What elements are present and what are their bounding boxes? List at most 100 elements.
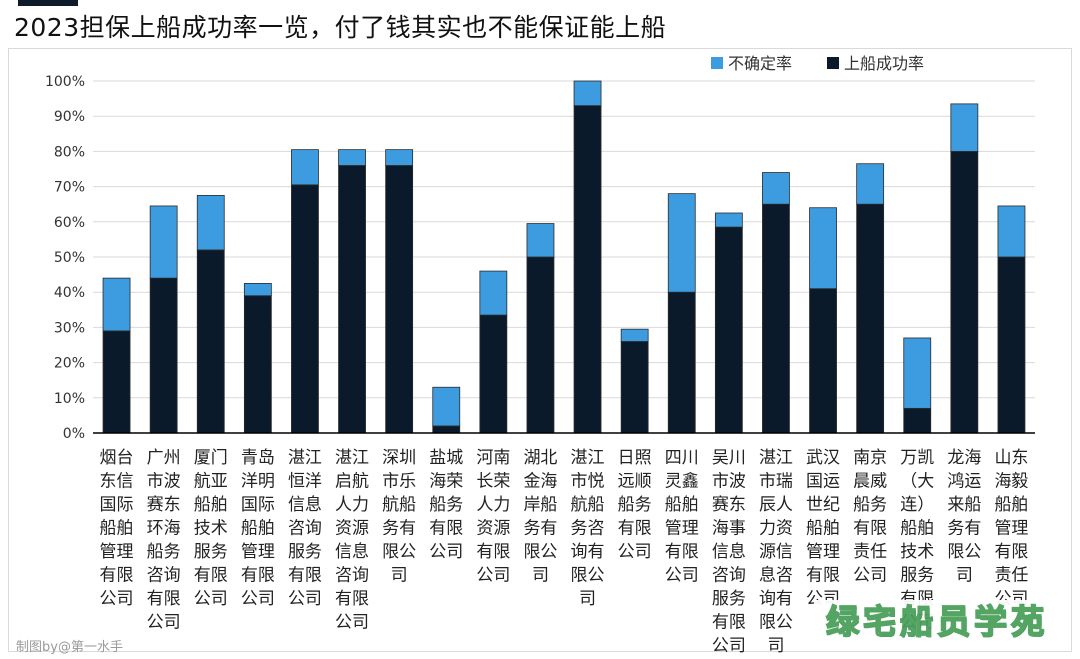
x-tick-label: 人力 bbox=[335, 495, 369, 515]
x-tick-label: 公司 bbox=[147, 613, 181, 633]
x-tick-label: 司 bbox=[391, 566, 408, 586]
x-tick-label: 限公 bbox=[382, 542, 416, 562]
bar-success bbox=[997, 256, 1026, 434]
legend-swatch bbox=[711, 57, 723, 69]
bar-uncertain bbox=[573, 80, 602, 107]
bar-uncertain bbox=[291, 149, 319, 186]
y-tick-label: 70% bbox=[54, 180, 85, 196]
x-tick-label: 国际 bbox=[100, 495, 134, 515]
x-tick-label: 管理 bbox=[806, 542, 840, 562]
x-tick-label: 市乐 bbox=[382, 472, 416, 492]
bar-uncertain bbox=[385, 149, 414, 166]
x-tick-label: 咨询 bbox=[147, 566, 181, 586]
x-tick-label: 询有 bbox=[571, 542, 605, 562]
x-tick-label: 船舶 bbox=[241, 519, 275, 539]
bar-success bbox=[667, 291, 696, 434]
bar-uncertain bbox=[809, 207, 837, 290]
bar-uncertain bbox=[620, 328, 649, 342]
x-tick-label: 远顺 bbox=[618, 472, 652, 492]
x-tick-label: 青岛 bbox=[241, 448, 275, 468]
x-tick-label: 东信 bbox=[100, 472, 134, 492]
x-tick-label: 市悦 bbox=[571, 472, 605, 492]
x-tick-label: 盐城 bbox=[429, 448, 463, 468]
x-tick-label: （大 bbox=[900, 472, 934, 492]
x-tick-label: 务有 bbox=[523, 519, 557, 539]
x-tick-label: 深圳 bbox=[382, 448, 416, 468]
x-tick-label: 船务 bbox=[853, 495, 887, 515]
x-tick-label: 环海 bbox=[147, 519, 181, 539]
watermark: 绿宅船员学苑 bbox=[814, 600, 1060, 644]
bar-uncertain bbox=[950, 103, 979, 152]
bar-uncertain bbox=[479, 270, 508, 316]
x-tick-label: 海荣 bbox=[429, 472, 463, 492]
x-tick-label: 洋明 bbox=[241, 472, 275, 492]
x-tick-label: 公司 bbox=[853, 566, 887, 586]
accent-bar bbox=[18, 0, 78, 6]
x-tick-label: 公司 bbox=[335, 613, 369, 633]
bar-success bbox=[149, 277, 178, 434]
x-tick-label: 技术 bbox=[194, 519, 228, 539]
x-tick-label: 公司 bbox=[665, 566, 699, 586]
x-tick-label: 湛江 bbox=[288, 448, 322, 468]
x-tick-label: 公司 bbox=[429, 542, 463, 562]
bar-uncertain bbox=[714, 212, 743, 228]
x-tick-label: 咨询 bbox=[335, 566, 369, 586]
x-tick-label: 司 bbox=[767, 636, 784, 656]
y-tick-label: 40% bbox=[54, 285, 85, 301]
x-tick-label: 长荣 bbox=[476, 472, 510, 492]
x-tick-label: 有限 bbox=[618, 519, 652, 539]
bar-success bbox=[479, 314, 508, 434]
bar-success bbox=[620, 341, 649, 434]
bar-success bbox=[762, 203, 790, 434]
x-tick-label: 有限 bbox=[806, 566, 840, 586]
x-tick-label: 信息 bbox=[288, 495, 322, 515]
bar-success bbox=[385, 165, 414, 434]
x-tick-label: 武汉 bbox=[806, 448, 840, 468]
bar-uncertain bbox=[243, 282, 272, 297]
x-tick-label: 有限 bbox=[712, 613, 746, 633]
x-tick-label: 国运 bbox=[806, 472, 840, 492]
x-tick-label: 限公 bbox=[947, 542, 981, 562]
x-tick-label: 河南 bbox=[476, 448, 510, 468]
x-tick-label: 务咨 bbox=[571, 519, 605, 539]
chart-frame bbox=[8, 48, 1072, 652]
x-tick-label: 恒洋 bbox=[288, 472, 322, 492]
x-tick-label: 资源 bbox=[335, 519, 369, 539]
bar-success bbox=[526, 256, 555, 434]
x-tick-label: 公司 bbox=[241, 589, 275, 609]
x-tick-label: 龙海 bbox=[947, 448, 981, 468]
x-tick-label: 湛江 bbox=[571, 448, 605, 468]
bar-success bbox=[291, 184, 319, 434]
x-tick-label: 金海 bbox=[523, 472, 557, 492]
x-tick-label: 船舶 bbox=[665, 495, 699, 515]
x-tick-label: 公司 bbox=[618, 542, 652, 562]
bar-success bbox=[338, 165, 366, 434]
x-tick-label: 船舶 bbox=[100, 519, 134, 539]
bar-uncertain bbox=[526, 223, 555, 258]
y-tick-label: 90% bbox=[54, 109, 85, 125]
x-tick-label: 有限 bbox=[429, 519, 463, 539]
x-tick-label: 管理 bbox=[241, 542, 275, 562]
x-tick-label: 万凯 bbox=[900, 448, 934, 468]
x-tick-label: 询有 bbox=[759, 589, 793, 609]
x-tick-label: 咨询 bbox=[712, 566, 746, 586]
x-tick-label: 辰人 bbox=[759, 495, 793, 515]
x-tick-label: 来船 bbox=[947, 495, 981, 515]
x-tick-label: 司 bbox=[532, 566, 549, 586]
legend-label: 上船成功率 bbox=[844, 54, 924, 73]
x-tick-label: 船务 bbox=[618, 495, 652, 515]
y-tick-label: 0% bbox=[63, 426, 85, 442]
bar-success bbox=[809, 288, 837, 434]
x-tick-label: 南京 bbox=[853, 448, 887, 468]
x-tick-label: 赛东 bbox=[147, 494, 181, 515]
bar-uncertain bbox=[196, 194, 225, 251]
x-tick-label: 有限 bbox=[853, 519, 887, 539]
bar-uncertain bbox=[762, 172, 790, 205]
credit-text: 制图by@第一水手 bbox=[16, 640, 123, 655]
x-tick-label: 源信 bbox=[759, 542, 793, 562]
x-tick-label: 司 bbox=[956, 566, 973, 586]
bar-success bbox=[903, 407, 932, 434]
y-tick-label: 50% bbox=[54, 250, 85, 266]
x-tick-label: 有限 bbox=[288, 566, 322, 586]
